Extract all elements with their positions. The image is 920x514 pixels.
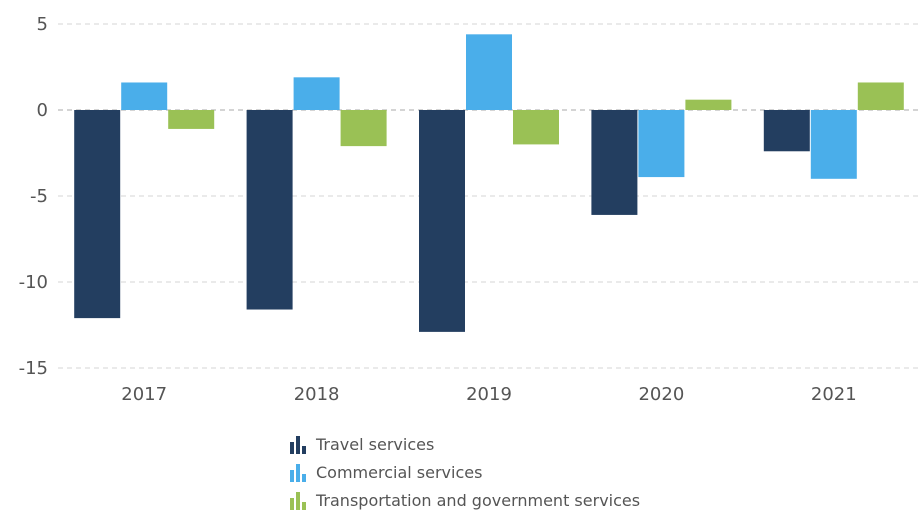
bars	[74, 34, 904, 332]
y-tick-label: -5	[30, 186, 48, 207]
bar-2017-series-2[interactable]	[168, 110, 215, 129]
bar-2017-series-1[interactable]	[121, 82, 168, 110]
bar-2018-series-0[interactable]	[246, 110, 293, 310]
y-tick-label: -15	[19, 358, 48, 379]
bar-2018-series-2[interactable]	[340, 110, 387, 147]
legend-item-travel[interactable]: Travel services	[288, 430, 640, 458]
x-tick-label: 2020	[638, 384, 684, 405]
bar-2020-series-1[interactable]	[638, 110, 685, 178]
legend-item-transportation[interactable]: Transportation and government services	[288, 486, 640, 514]
y-tick-label: 5	[37, 14, 48, 35]
legend: Travel services Commercial services Tran…	[288, 430, 640, 514]
x-tick-label: 2018	[294, 384, 340, 405]
bar-2020-series-2[interactable]	[685, 99, 732, 110]
x-axis-labels: 2017 2018 2019 2020 2021	[121, 384, 856, 405]
legend-item-commercial[interactable]: Commercial services	[288, 458, 640, 486]
bar-chart-icon	[290, 492, 306, 510]
bar-2021-series-2[interactable]	[857, 82, 904, 110]
y-tick-label: 0	[37, 100, 48, 121]
bar-2017-series-0[interactable]	[74, 110, 121, 319]
bar-2018-series-1[interactable]	[293, 77, 340, 110]
bar-chart: 5 0 -5 -10 -15 2017 2018 2019 2020 2021	[19, 14, 920, 405]
bar-2019-series-0[interactable]	[419, 110, 465, 332]
bar-2020-series-0[interactable]	[591, 110, 638, 215]
bar-2021-series-0[interactable]	[763, 110, 810, 152]
bar-chart-icon	[290, 436, 306, 454]
x-tick-label: 2019	[466, 384, 512, 405]
bar-chart-icon	[290, 464, 306, 482]
legend-label-travel: Travel services	[316, 434, 435, 454]
x-tick-label: 2017	[121, 384, 167, 405]
x-tick-label: 2021	[811, 384, 857, 405]
legend-label-commercial: Commercial services	[316, 462, 483, 482]
y-tick-label: -10	[19, 272, 48, 293]
legend-label-transportation: Transportation and government services	[316, 490, 641, 510]
bar-2019-series-1[interactable]	[466, 34, 512, 110]
y-axis-labels: 5 0 -5 -10 -15	[19, 14, 48, 379]
bar-2019-series-2[interactable]	[513, 110, 559, 145]
bar-2021-series-1[interactable]	[810, 110, 857, 179]
